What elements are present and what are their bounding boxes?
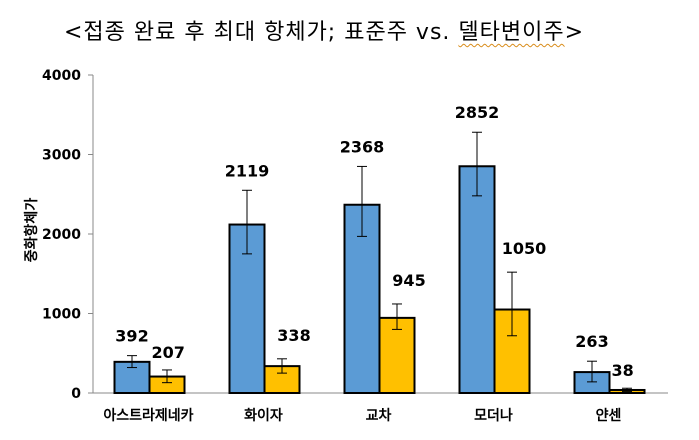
bars	[113, 131, 646, 395]
data-label: 2119	[225, 161, 270, 180]
chart-title-underlined: 델타변이주	[458, 20, 565, 45]
y-tick-label: 1000	[42, 307, 81, 323]
data-label: 38	[612, 361, 634, 380]
y-tick-label: 2000	[42, 227, 81, 243]
data-label: 207	[152, 343, 185, 362]
data-label: 392	[115, 327, 148, 346]
y-tick-label: 0	[71, 386, 81, 402]
data-label: 338	[277, 326, 310, 345]
category-label: 화이자	[244, 407, 283, 424]
category-label: 얀센	[596, 407, 622, 424]
data-label: 2852	[455, 103, 500, 122]
category-label: 교차	[366, 408, 392, 424]
y-tick-label: 3000	[42, 148, 81, 164]
axes: 0 1000 2000 3000 4000 중화항체가	[23, 68, 668, 402]
category-label: 아스트라제네카	[103, 407, 193, 424]
y-tick-label: 4000	[42, 68, 81, 84]
data-label: 263	[575, 332, 608, 351]
y-axis-title: 중화항체가	[23, 198, 40, 263]
bar-2	[378, 316, 416, 394]
chart-title-end: >	[564, 20, 585, 45]
category-label: 모더나	[474, 408, 513, 424]
chart-title-main: <접종 완료 후 최대 항체가; 표준주 vs.	[64, 20, 459, 45]
data-label: 945	[392, 271, 425, 290]
data-label: 2368	[340, 137, 385, 156]
data-label: 1050	[502, 239, 547, 258]
bar-1	[458, 165, 496, 394]
chart-title: <접종 완료 후 최대 항체가; 표준주 vs. 델타변이주>	[64, 14, 584, 46]
